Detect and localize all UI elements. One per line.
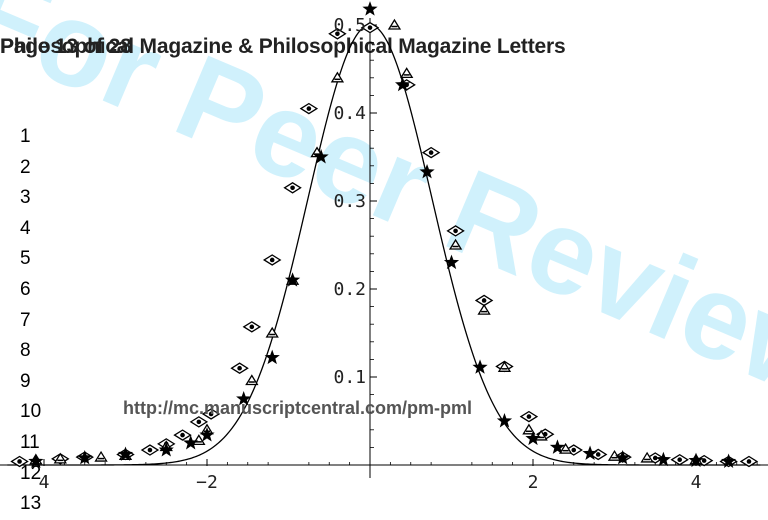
y-tick-label: 0.2 [333, 279, 366, 300]
data-point-diamond [519, 410, 539, 423]
data-point-star [720, 453, 737, 468]
data-point-star [362, 1, 378, 16]
data-point-triangle [245, 374, 259, 386]
line-number: 4 [20, 217, 31, 239]
x-tick-label: 4 [39, 472, 50, 493]
data-point-triangle [387, 18, 402, 30]
data-point-diamond [173, 429, 192, 441]
data-point-diamond [446, 225, 465, 237]
data-point-star [199, 427, 215, 442]
data-point-triangle [94, 450, 108, 462]
data-point-diamond [328, 28, 347, 40]
data-point-star [525, 430, 541, 446]
page-label: Page 13 of 28 [0, 35, 132, 58]
data-point-star [264, 349, 280, 365]
line-number: 6 [20, 278, 31, 300]
data-point-star [28, 453, 44, 468]
y-tick-label: 0.5 [333, 15, 366, 36]
data-point-star [313, 149, 329, 164]
line-number: 9 [20, 370, 31, 392]
fit-curve-layer [7, 24, 761, 466]
data-point-star [655, 451, 672, 467]
y-tick-label: 0.4 [333, 103, 366, 124]
data-point-diamond [10, 455, 29, 468]
data-point-star [117, 446, 134, 461]
y-tick-label: 0.1 [333, 367, 366, 388]
data-point-diamond [189, 416, 209, 428]
data-point-star [236, 391, 252, 406]
chart-marks [10, 1, 759, 468]
data-point-triangle [330, 71, 345, 83]
line-number: 11 [20, 431, 40, 453]
line-number: 1 [20, 126, 31, 147]
data-point-triangle [265, 326, 279, 338]
data-point-diamond [230, 362, 249, 374]
x-tick-label: 2 [528, 472, 539, 493]
data-point-diamond [283, 182, 302, 194]
chart-tick-labels: 4 −2 2 4 0.1 0.2 0.3 0.4 0.5 [39, 15, 702, 493]
data-point-star [615, 449, 631, 465]
data-point-star [688, 452, 704, 468]
chart: 4 −2 2 4 0.1 0.2 0.3 0.4 0.5 [0, 1, 768, 493]
data-point-triangle [448, 238, 463, 250]
line-number: 12 [20, 462, 42, 484]
line-number: 3 [20, 187, 31, 209]
data-point-triangle [497, 361, 512, 372]
data-point-diamond [262, 254, 282, 266]
data-point-diamond [201, 408, 221, 420]
data-point-star [158, 442, 174, 457]
data-point-star [549, 439, 566, 454]
data-point-star [183, 435, 199, 450]
data-point-triangle [522, 423, 536, 435]
data-point-diamond [140, 444, 160, 456]
line-number: 5 [20, 248, 31, 270]
fit-curve [7, 24, 761, 466]
line-number: 8 [20, 340, 31, 362]
data-point-triangle [640, 451, 654, 463]
data-point-triangle [558, 442, 573, 454]
line-number: 7 [20, 309, 31, 331]
data-point-star [582, 445, 598, 461]
data-point-diamond [739, 455, 759, 468]
x-tick-label: −2 [196, 472, 218, 493]
data-point-diamond [670, 453, 689, 466]
manuscript-url: http://mc.manuscriptcentral.com/pm-pml [123, 398, 473, 418]
line-number: 10 [20, 401, 42, 423]
data-point-star [443, 254, 460, 270]
data-point-diamond [299, 102, 319, 115]
data-point-star [472, 359, 488, 374]
data-point-star [77, 449, 93, 465]
data-point-diamond [421, 146, 441, 159]
data-point-triangle [53, 452, 67, 464]
y-tick-label: 0.3 [333, 191, 366, 212]
data-point-diamond [242, 321, 262, 333]
journal-title: Philosophical Magazine & Philosophical M… [0, 35, 566, 58]
data-point-diamond [474, 294, 494, 307]
data-point-star [419, 163, 435, 179]
data-point-diamond [360, 21, 380, 34]
x-tick-label: 4 [691, 472, 702, 493]
line-number: 2 [20, 156, 31, 178]
line-numbers: 1 2 3 4 5 6 7 8 9 10 11 12 13 [20, 122, 41, 520]
data-point-triangle [400, 67, 414, 79]
data-point-triangle [477, 303, 491, 315]
data-point-star [284, 272, 301, 287]
data-point-star [496, 413, 513, 428]
data-point-star [394, 76, 411, 92]
